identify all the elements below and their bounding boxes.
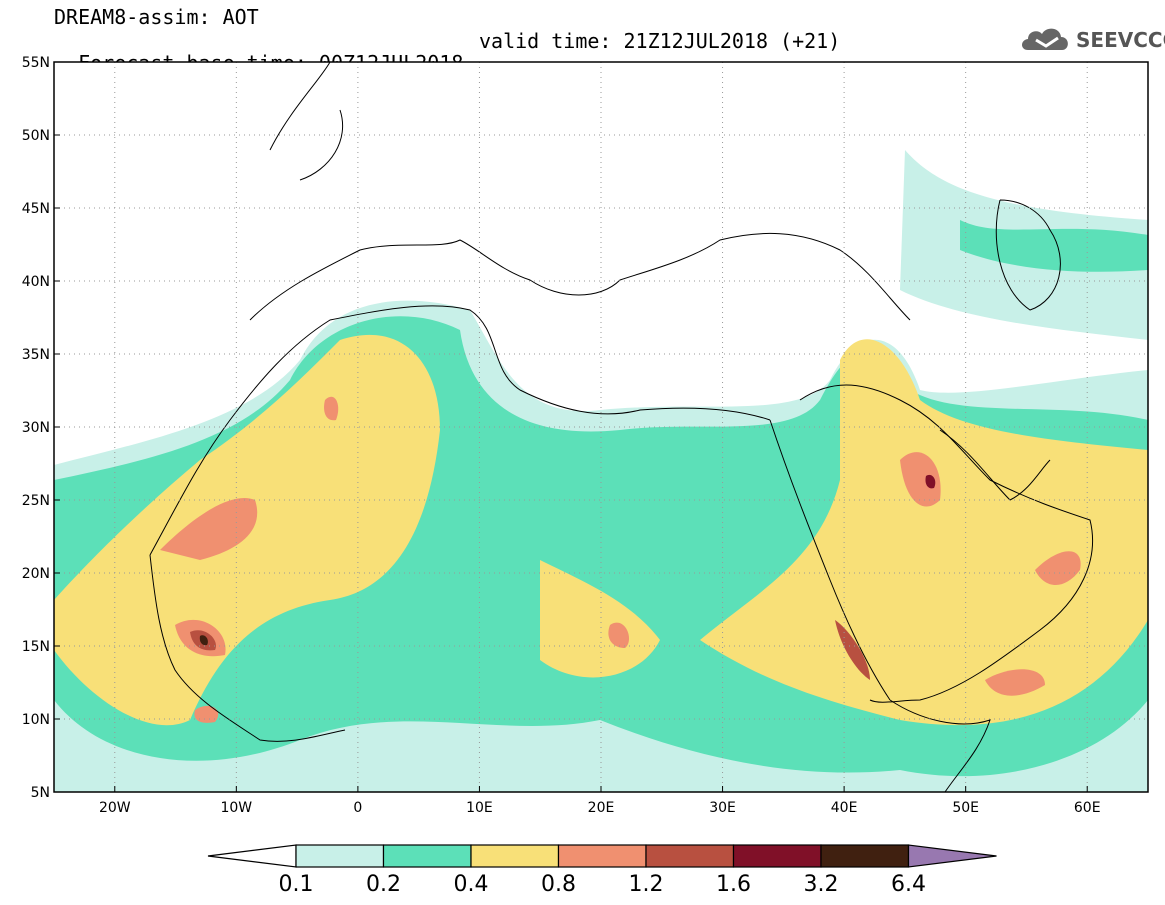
lat-tick-label: 5N: [31, 785, 50, 801]
colorbar-arrow-low: [207, 844, 297, 868]
axis-ticks: 20W 10W 0 10E 20E 30E 40E 50E 60E 5N 10N 15N 20N 25N 3…: [22, 55, 1101, 816]
colorbar-label: 0.2: [366, 872, 401, 897]
aot-field: [54, 150, 1148, 792]
aot-band-3.2: [199, 635, 208, 646]
aot-band-0.8-d: [1035, 551, 1081, 585]
gridlines: [54, 62, 1148, 792]
colorbar-label: 1.2: [629, 872, 664, 897]
colorbar-label: 6.4: [891, 872, 926, 897]
lon-tick-label: 50E: [952, 800, 979, 816]
lat-tick-label: 20N: [22, 566, 50, 582]
lon-tick-label: 10E: [466, 800, 493, 816]
lon-tick-label: 30E: [709, 800, 736, 816]
colorbar-label: 0.1: [279, 872, 314, 897]
coastline-britain: [269, 62, 344, 181]
colorbar: 0.1 0.2 0.4 0.8 1.2 1.6 3.2 6.4: [207, 844, 997, 897]
aot-band-0.8-f: [608, 622, 630, 648]
coastline-west-africa: [149, 554, 346, 742]
aot-band-0.8-e: [985, 669, 1045, 696]
lat-tick-label: 55N: [22, 55, 50, 71]
lat-tick-label: 30N: [22, 420, 50, 436]
coastlines: [149, 62, 1094, 792]
colorbar-box: [645, 844, 735, 868]
lat-tick-label: 15N: [22, 639, 50, 655]
coastline-horn: [889, 699, 991, 792]
lon-tick-label: 10W: [220, 800, 252, 816]
aot-band-0.8: [160, 498, 258, 560]
lat-tick-label: 10N: [22, 712, 50, 728]
coastline-caspian: [995, 199, 1061, 311]
colorbar-box: [470, 844, 560, 868]
colorbar-label: 0.4: [454, 872, 489, 897]
aot-band-1.2-b: [835, 620, 870, 680]
coastline-arabia: [799, 384, 1094, 703]
aot-band-0.4-central: [540, 560, 660, 678]
lat-tick-label: 45N: [22, 201, 50, 217]
coastline-europe: [249, 232, 911, 321]
coastline-red-sea: [769, 419, 891, 701]
lon-tick-label: 60E: [1074, 800, 1101, 816]
aot-band-0.8-g: [194, 705, 219, 723]
lat-tick-label: 25N: [22, 493, 50, 509]
colorbar-box: [295, 844, 385, 868]
colorbar-arrow-high: [907, 844, 997, 868]
colorbar-label: 3.2: [804, 872, 839, 897]
aot-band-0.8-h: [324, 396, 339, 421]
lat-tick-label: 35N: [22, 347, 50, 363]
aot-band-0.8-c: [900, 452, 941, 507]
colorbar-box: [732, 844, 822, 868]
aot-band-0.4-east: [700, 339, 1148, 726]
coastline-north-africa: [149, 305, 771, 556]
colorbar-box: [820, 844, 910, 868]
lat-tick-label: 40N: [22, 274, 50, 290]
lon-tick-label: 0: [353, 800, 362, 816]
aot-band-0.2-caspian: [960, 220, 1148, 272]
lon-tick-label: 20E: [588, 800, 615, 816]
colorbar-box: [557, 844, 647, 868]
aot-band-1.6: [925, 474, 936, 489]
map-title: DREAM8-assim: AOT: [54, 5, 259, 29]
colorbar-label: 1.6: [716, 872, 751, 897]
lon-tick-label: 20W: [99, 800, 131, 816]
valid-time-label: valid time: 21Z12JUL2018 (+21): [479, 29, 841, 53]
colorbar-box: [382, 844, 472, 868]
lat-tick-label: 50N: [22, 128, 50, 144]
coastline-persian-gulf: [939, 429, 1051, 501]
cloud-icon: [1022, 28, 1068, 50]
lon-tick-label: 40E: [831, 800, 858, 816]
seevccc-logo: SEEVCCC: [1018, 22, 1165, 58]
logo-text: SEEVCCC: [1076, 28, 1165, 52]
colorbar-label: 0.8: [541, 872, 576, 897]
